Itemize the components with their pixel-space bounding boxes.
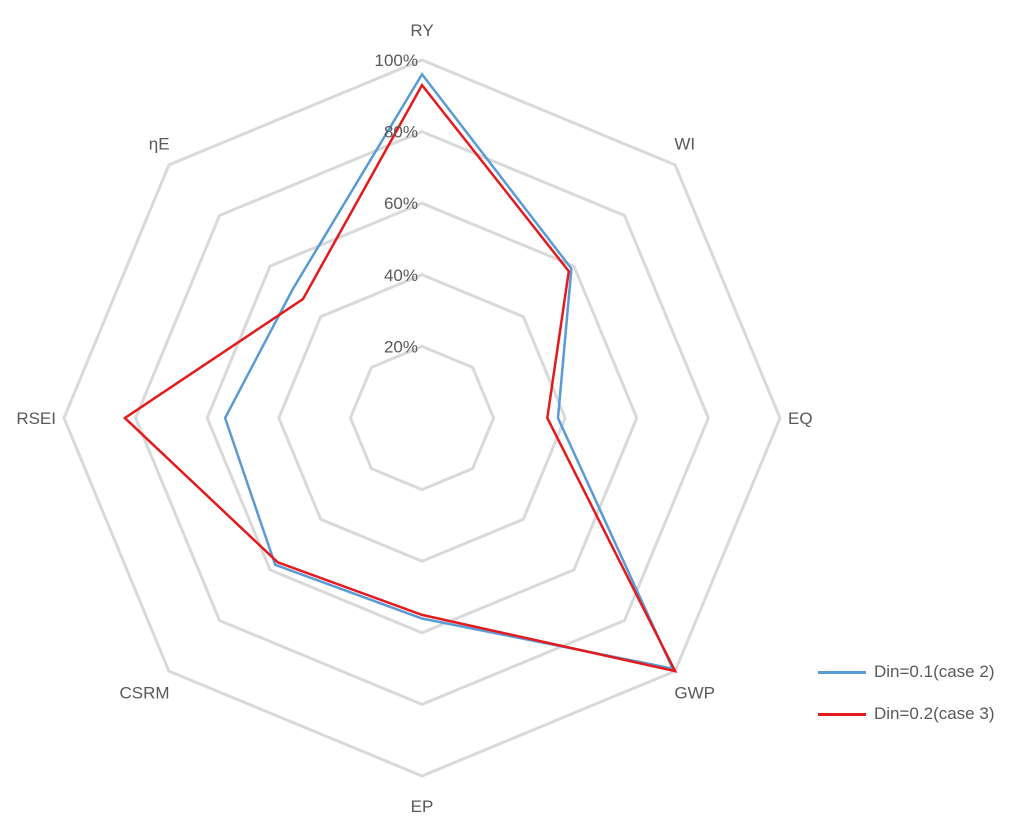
radar-grid xyxy=(62,58,782,778)
legend-item-case-3[interactable]: Din=0.2(case 3) xyxy=(818,702,1018,726)
tick-labels: 20% 40% 60% 80% 100% xyxy=(375,51,418,356)
grid-ring-5 xyxy=(62,58,782,778)
tick-label-60: 60% xyxy=(384,194,418,213)
axis-label-rsei: RSEI xyxy=(16,409,56,428)
tick-label-100: 100% xyxy=(375,51,418,70)
grid-ring-2 xyxy=(277,273,567,563)
legend-item-case-2[interactable]: Din=0.1(case 2) xyxy=(818,660,1018,684)
axis-label-ry: RY xyxy=(410,21,433,40)
axis-label-gwp: GWP xyxy=(674,683,715,702)
grid-ring-1 xyxy=(348,344,496,492)
axis-label-eq: EQ xyxy=(788,409,813,428)
axis-labels: RY WI EQ GWP EP CSRM RSEI ηE xyxy=(16,21,812,816)
series-line-1 xyxy=(223,72,675,671)
tick-label-20: 20% xyxy=(384,337,418,356)
series-line-2 xyxy=(122,82,678,673)
axis-label-wi: WI xyxy=(674,135,695,154)
axis-label-csrm: CSRM xyxy=(120,683,170,702)
tick-label-40: 40% xyxy=(384,266,418,285)
radar-series xyxy=(122,72,678,673)
tick-label-80: 80% xyxy=(384,123,418,142)
legend-label-case-3: Din=0.2(case 3) xyxy=(874,704,995,723)
legend-label-case-2: Din=0.1(case 2) xyxy=(874,662,995,681)
axis-label-ep: EP xyxy=(411,797,434,816)
grid-ring-4 xyxy=(133,129,711,707)
legend: Din=0.1(case 2) Din=0.2(case 3) xyxy=(818,660,1018,744)
grid-ring-3 xyxy=(205,201,639,635)
axis-label-ηe: ηE xyxy=(149,135,170,154)
legend-swatch-case-2 xyxy=(818,670,866,674)
legend-swatch-case-3 xyxy=(818,712,866,716)
